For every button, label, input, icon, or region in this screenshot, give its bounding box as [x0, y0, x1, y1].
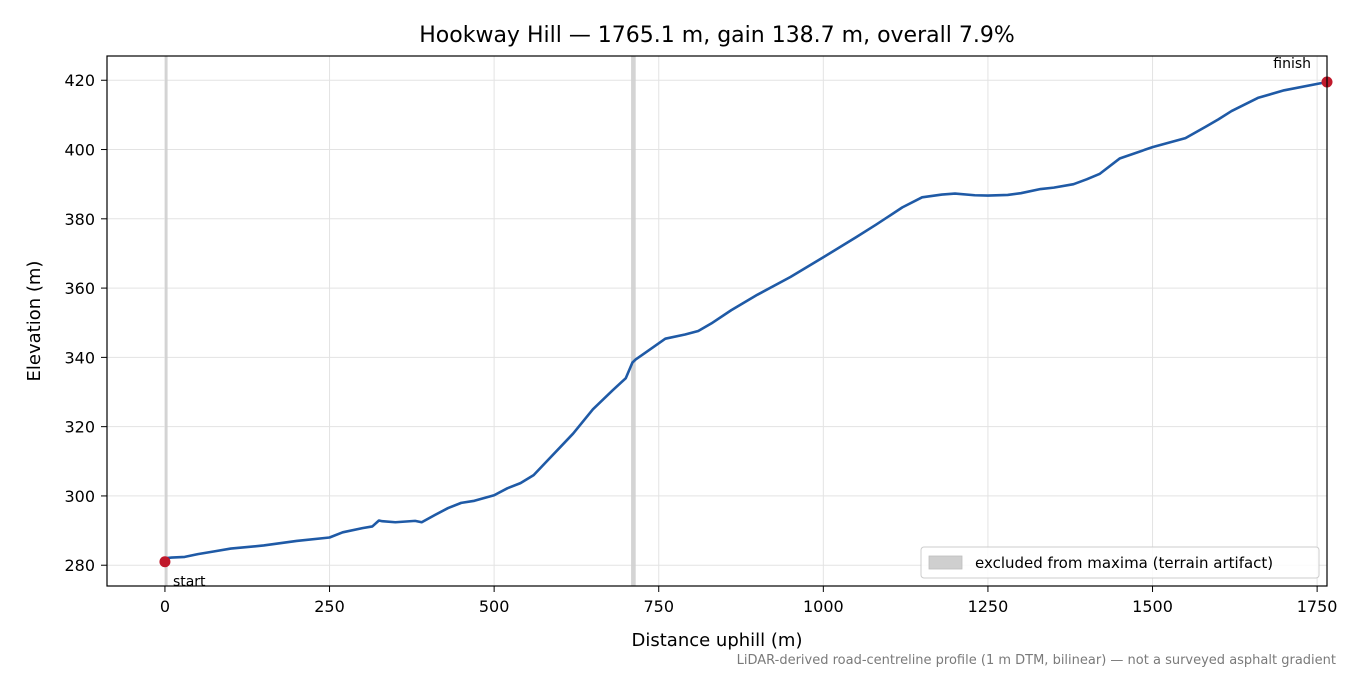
legend-frame	[920, 546, 1320, 579]
x-tick-label: 0	[160, 597, 170, 616]
x-tick-label: 1500	[1132, 597, 1173, 616]
x-tick-label: 1250	[968, 597, 1009, 616]
grid	[107, 56, 1327, 586]
series-layer	[163, 80, 1329, 560]
plot-frame	[106, 55, 1328, 587]
y-tick-label: 400	[64, 141, 95, 160]
finish-label: finish	[1273, 56, 1311, 72]
y-tick-label: 300	[64, 487, 95, 506]
start-marker	[159, 556, 171, 568]
excluded-bands	[164, 56, 636, 586]
y-tick-label: 320	[64, 418, 95, 437]
legend-swatch	[928, 555, 963, 570]
chart-title: Hookway Hill — 1765.1 m, gain 138.7 m, o…	[419, 23, 1014, 48]
x-tick-label: 250	[314, 597, 345, 616]
y-tick-label: 420	[64, 71, 95, 90]
start-label: start	[173, 574, 206, 590]
excluded-band	[164, 56, 168, 586]
elevation-line	[163, 80, 1329, 560]
x-tick-label: 750	[643, 597, 674, 616]
y-axis-label: Elevation (m)	[24, 261, 45, 382]
y-tick-label: 360	[64, 279, 95, 298]
x-tick-label: 500	[479, 597, 510, 616]
markers-layer: start finish	[159, 56, 1333, 590]
x-tick-label: 1750	[1297, 597, 1338, 616]
y-axis-ticks: 280 300 320 340 360 380 400 420	[64, 71, 107, 575]
x-tick-label: 1000	[803, 597, 844, 616]
y-tick-label: 280	[64, 556, 95, 575]
legend: excluded from maxima (terrain artifact)	[920, 546, 1320, 579]
excluded-band	[631, 56, 636, 586]
x-axis-ticks: 0 250 500 750 1000 1250 1500 1750	[160, 586, 1338, 616]
y-tick-label: 380	[64, 210, 95, 229]
x-axis-label: Distance uphill (m)	[632, 630, 803, 651]
footer-caption: LiDAR-derived road-centreline profile (1…	[737, 653, 1336, 668]
y-tick-label: 340	[64, 348, 95, 367]
legend-label: excluded from maxima (terrain artifact)	[975, 554, 1273, 572]
